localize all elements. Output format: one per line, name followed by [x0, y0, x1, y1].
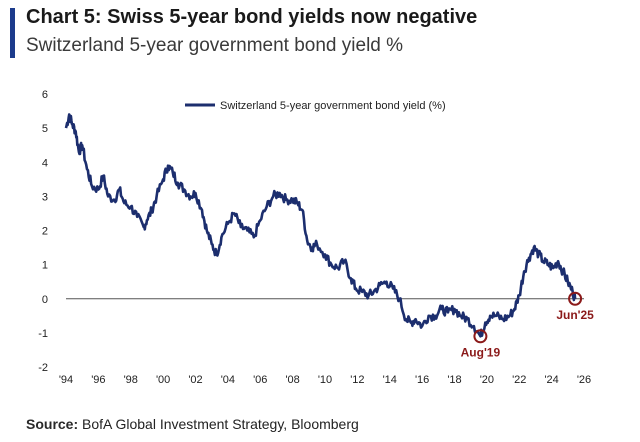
annotation-label: Aug'19 [461, 345, 501, 359]
x-tick-label: '00 [156, 374, 170, 386]
x-tick-label: '08 [285, 374, 299, 386]
x-tick-label: '24 [544, 374, 558, 386]
x-tick-label: '14 [383, 374, 397, 386]
y-tick-label: 1 [42, 260, 48, 272]
y-tick-label: 0 [42, 294, 48, 306]
y-tick-label: 3 [42, 191, 48, 203]
x-tick-label: '98 [124, 374, 138, 386]
y-tick-label: 2 [42, 226, 48, 238]
y-tick-label: 5 [42, 123, 48, 135]
x-tick-label: '22 [512, 374, 526, 386]
x-tick-label: '20 [480, 374, 494, 386]
x-tick-label: '02 [188, 374, 202, 386]
x-tick-label: '04 [221, 374, 235, 386]
chart-subtitle: Switzerland 5-year government bond yield… [26, 35, 404, 56]
chart-title: Chart 5: Swiss 5-year bond yields now ne… [26, 6, 478, 28]
x-tick-label: '96 [91, 374, 105, 386]
source-label: Source: [26, 416, 79, 432]
x-tick-label: '16 [415, 374, 429, 386]
x-tick-label: '18 [447, 374, 461, 386]
y-tick-label: 4 [42, 157, 48, 169]
x-tick-label: '06 [253, 374, 267, 386]
source-note: Source: BofA Global Investment Strategy,… [26, 416, 359, 432]
x-tick-label: '12 [350, 374, 364, 386]
annotation-circle [568, 291, 583, 306]
y-tick-label: -1 [38, 328, 48, 340]
y-tick-label: 6 [42, 89, 48, 101]
y-tick-label: -2 [38, 362, 48, 374]
title-accent-bar [10, 8, 15, 58]
x-tick-label: '94 [59, 374, 73, 386]
annotation-circle [473, 329, 488, 344]
legend-label: Switzerland 5-year government bond yield… [220, 100, 446, 112]
series-line-swiss-5y-yield [64, 113, 577, 338]
x-tick-label: '26 [577, 374, 591, 386]
annotation-label: Jun'25 [556, 308, 594, 322]
x-tick-label: '10 [318, 374, 332, 386]
source-text: BofA Global Investment Strategy, Bloombe… [78, 416, 359, 432]
